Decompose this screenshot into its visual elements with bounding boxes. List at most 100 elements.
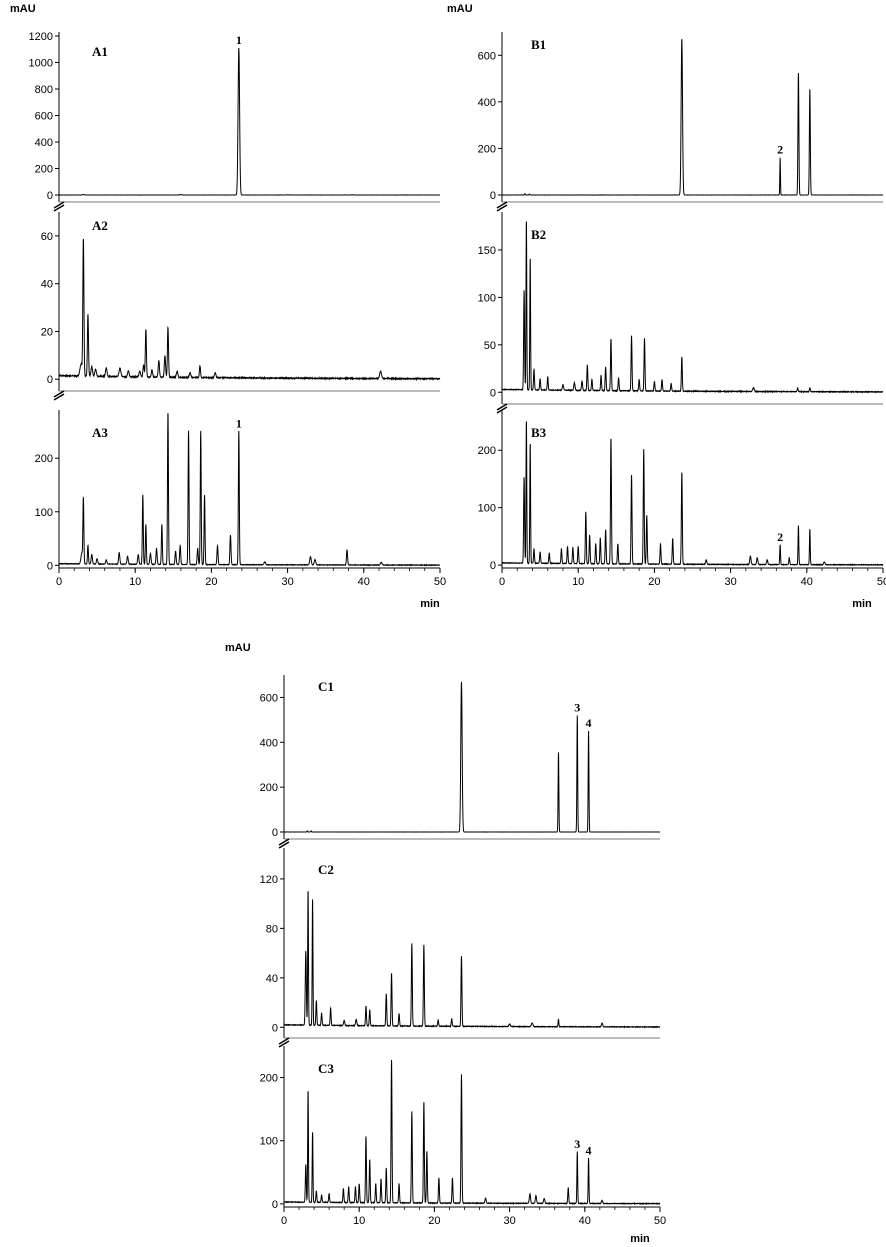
chromatogram-trace xyxy=(501,221,884,394)
y-tick-label: 200 xyxy=(260,782,278,794)
y-tick-label: 400 xyxy=(35,137,53,149)
x-tick-label: 10 xyxy=(572,576,584,588)
axis-break-mark xyxy=(53,204,65,212)
peak-number-label: 3 xyxy=(574,700,580,714)
y-tick-label: 100 xyxy=(478,292,496,304)
axis-break-mark xyxy=(278,1040,290,1048)
panel-a3: 0 100 200 A3 1 xyxy=(35,410,441,572)
y-unit-label: mAU xyxy=(225,642,251,654)
y-tick-label: 100 xyxy=(478,503,496,515)
panel-label: C1 xyxy=(318,679,334,694)
y-tick-label: 200 xyxy=(35,163,53,175)
x-tick-label: 0 xyxy=(281,1215,287,1227)
y-tick-label: 200 xyxy=(478,445,496,457)
chart-group-b: mAUmin0200400600B12050100150B20100200B32… xyxy=(447,3,886,610)
chromatogram-trace xyxy=(58,238,441,381)
y-tick-label: 40 xyxy=(266,973,278,985)
y-tick-label: 1000 xyxy=(29,57,53,69)
chromatogram-trace xyxy=(284,681,661,833)
chromatogram-trace xyxy=(501,39,884,196)
y-unit-label: mAU xyxy=(10,3,36,15)
axis-break-mark xyxy=(53,390,65,398)
y-tick-label: 600 xyxy=(35,110,53,122)
x-tick-label: 40 xyxy=(358,576,370,588)
y-tick-label: 200 xyxy=(260,1073,278,1085)
panel-b1: 0 200 400 600 B1 2 xyxy=(478,32,884,212)
chromatogram-trace xyxy=(283,891,661,1029)
y-tick-label: 0 xyxy=(47,190,53,202)
chart-group-c: mAUmin0200400600C13404080120C20100200C33… xyxy=(225,642,666,1245)
panel-c2: 0 40 80 120 C2 xyxy=(260,848,661,1048)
y-tick-label: 600 xyxy=(478,50,496,62)
axis-break-mark xyxy=(496,201,508,209)
chromatogram-trace xyxy=(501,421,884,567)
peak-number-label: 3 xyxy=(574,1137,580,1151)
peak-number-label: 1 xyxy=(236,416,242,430)
panel-label: A2 xyxy=(92,218,108,233)
y-tick-label: 0 xyxy=(490,560,496,572)
x-unit-label: min xyxy=(420,598,440,610)
y-tick-label: 40 xyxy=(41,279,53,291)
axis-break-mark xyxy=(278,838,290,846)
axis-break-mark xyxy=(278,1037,290,1045)
x-tick-label: 50 xyxy=(877,576,886,588)
y-tick-label: 0 xyxy=(272,827,278,839)
x-tick-label: 50 xyxy=(654,1215,666,1227)
x-tick-label: 0 xyxy=(56,576,62,588)
y-tick-label: 20 xyxy=(41,326,53,338)
peak-number-label: 4 xyxy=(586,716,592,730)
y-tick-label: 0 xyxy=(490,387,496,399)
y-tick-label: 1200 xyxy=(29,31,53,43)
panel-label: A3 xyxy=(92,425,108,440)
y-tick-label: 200 xyxy=(35,453,53,465)
x-tick-label: 20 xyxy=(428,1215,440,1227)
y-tick-label: 120 xyxy=(260,874,278,886)
y-tick-label: 60 xyxy=(41,231,53,243)
y-tick-label: 50 xyxy=(484,340,496,352)
x-unit-label: min xyxy=(630,1233,650,1245)
x-tick-label: 40 xyxy=(801,576,813,588)
panel-a1: 0 200 400 600 800 1000 1200 A1 1 xyxy=(29,31,441,212)
x-tick-label: 50 xyxy=(434,576,446,588)
y-tick-label: 400 xyxy=(478,97,496,109)
chromatogram-trace xyxy=(58,48,441,196)
panel-label: B3 xyxy=(531,425,547,440)
panel-a2: 0 20 40 60 A2 xyxy=(41,212,441,401)
y-tick-label: 100 xyxy=(35,507,53,519)
panel-c3: 0 100 200 C3 3 4 xyxy=(260,1046,661,1211)
y-tick-label: 0 xyxy=(272,1199,278,1211)
x-tick-label: 20 xyxy=(648,576,660,588)
axis-break-mark xyxy=(496,403,508,411)
panel-b2: 0 50 100 150 B2 xyxy=(478,212,884,414)
axis-break-mark xyxy=(53,393,65,401)
panel-label: B2 xyxy=(531,227,546,242)
y-tick-label: 100 xyxy=(260,1136,278,1148)
y-tick-label: 400 xyxy=(260,737,278,749)
panel-label: B1 xyxy=(531,37,546,52)
chromatogram-trace xyxy=(283,1059,661,1206)
panel-label: C2 xyxy=(318,862,334,877)
x-tick-label: 10 xyxy=(353,1215,365,1227)
y-tick-label: 80 xyxy=(266,923,278,935)
x-tick-label: 40 xyxy=(579,1215,591,1227)
peak-number-label: 1 xyxy=(236,33,242,47)
peak-number-label: 2 xyxy=(777,530,783,544)
x-tick-label: 30 xyxy=(724,576,736,588)
axis-break-mark xyxy=(278,841,290,849)
x-tick-label: 10 xyxy=(129,576,141,588)
y-tick-label: 0 xyxy=(272,1022,278,1034)
chart-group-a: mAUmin020040060080010001200A110204060A20… xyxy=(10,3,446,610)
x-tick-label: 20 xyxy=(205,576,217,588)
y-unit-label: mAU xyxy=(447,3,473,15)
panel-label: C3 xyxy=(318,1061,334,1076)
y-tick-label: 800 xyxy=(35,84,53,96)
y-tick-label: 150 xyxy=(478,245,496,257)
panel-b3: 0 100 200 B3 2 xyxy=(478,410,884,572)
y-tick-label: 0 xyxy=(47,374,53,386)
peak-number-label: 4 xyxy=(586,1143,592,1157)
y-tick-label: 600 xyxy=(260,692,278,704)
y-tick-label: 0 xyxy=(490,190,496,202)
panel-label: A1 xyxy=(92,44,108,59)
x-tick-label: 30 xyxy=(281,576,293,588)
axis-break-mark xyxy=(53,201,65,209)
